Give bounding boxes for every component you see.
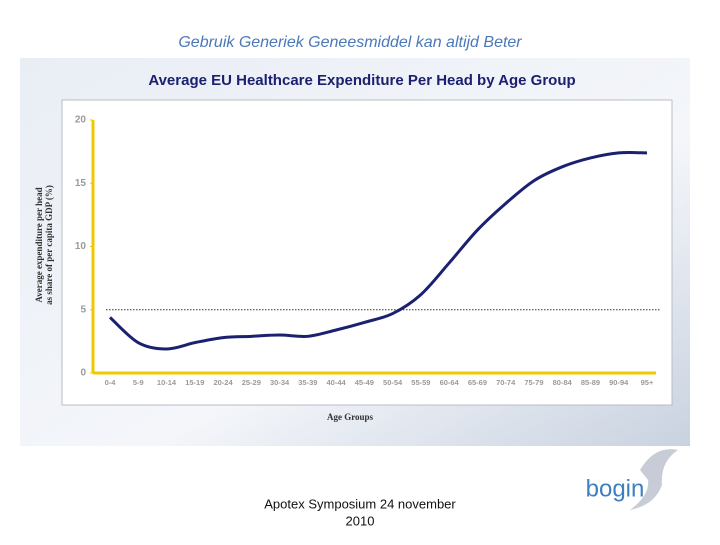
plot: 0 5 10 15 20 0-4 5-9 10-14 15-19 20-24 25-29 30-34 3… <box>75 115 660 387</box>
logo: bogin <box>586 475 645 502</box>
x-tick-label: 20-24 <box>213 378 233 387</box>
x-tick-label: 5-9 <box>133 378 144 387</box>
data-line <box>108 151 648 351</box>
x-tick-label: 65-69 <box>468 378 487 387</box>
x-tick-label: 35-39 <box>298 378 317 387</box>
plot-area <box>61 99 673 406</box>
y-tick-label: 15 <box>75 178 87 189</box>
x-tick-label: 85-89 <box>581 378 600 387</box>
footer: 2010 <box>346 513 375 528</box>
x-tick-label: 95+ <box>641 378 654 387</box>
y-tick-label: 10 <box>75 241 87 252</box>
y-tick-label: 5 <box>80 304 86 315</box>
chart-title: Average EU Healthcare Expenditure Per He… <box>148 72 575 89</box>
x-tick-label: 25-29 <box>242 378 261 387</box>
x-tick-label: 60-64 <box>440 378 460 387</box>
y-tick-label: 0 <box>80 368 86 379</box>
footer: Apotex Symposium 24 november <box>264 496 456 511</box>
x-tick-label: 30-34 <box>270 378 290 387</box>
x-tick-label: 0-4 <box>105 378 117 387</box>
logo-bird <box>630 449 678 510</box>
slide-title: Gebruik Generiek Geneesmiddel kan altijd… <box>178 34 522 51</box>
y-axis-label: as share of per capita GDP (%) <box>44 185 54 305</box>
x-tick-label: 45-49 <box>355 378 374 387</box>
x-tick-label: 10-14 <box>157 378 177 387</box>
y-tick-label: 20 <box>75 115 87 126</box>
x-tick-label: 40-44 <box>327 378 347 387</box>
x-tick-label: 15-19 <box>185 378 204 387</box>
x-axis-label: Age Groups <box>327 412 374 422</box>
x-tick-label: 75-79 <box>524 378 543 387</box>
x-tick-label: 55-59 <box>411 378 430 387</box>
x-tick-label: 70-74 <box>496 378 516 387</box>
x-tick-label: 80-84 <box>553 378 573 387</box>
y-axis-label: Average expenditure per head <box>34 187 44 302</box>
x-tick-label: 90-94 <box>609 378 629 387</box>
x-tick-label: 50-54 <box>383 378 403 387</box>
